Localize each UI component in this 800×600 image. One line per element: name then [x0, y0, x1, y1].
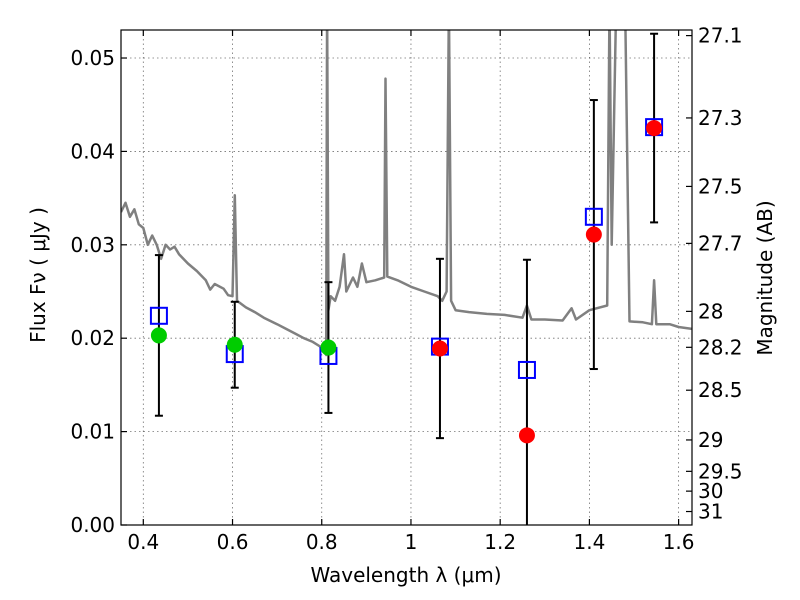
green-point [226, 336, 243, 353]
model-spectrum-line [121, 30, 692, 357]
x-tick-label: 0.6 [217, 530, 249, 554]
red-point [585, 226, 602, 243]
plot-area [121, 30, 692, 525]
green-point [150, 327, 167, 344]
y-tick-label: 0.04 [70, 139, 115, 163]
y2-axis-label: Magnitude (AB) [753, 200, 777, 355]
plot-frame [120, 29, 693, 526]
mag-tick-label: 27.1 [698, 24, 743, 48]
y-tick-label: 0.02 [70, 326, 115, 350]
y-tick-label: 0.00 [70, 513, 115, 537]
model-photometry-square [584, 207, 603, 226]
model-photometry-square [149, 306, 168, 325]
x-tick-label: 1.2 [484, 530, 516, 554]
x-tick-label: 0.4 [127, 530, 159, 554]
mag-tick-label: 28 [698, 299, 723, 323]
green-point [320, 339, 337, 356]
mag-tick-label: 27.3 [698, 106, 743, 130]
mag-tick-label: 28.5 [698, 378, 743, 402]
model-photometry-square [517, 360, 536, 379]
x-axis-label: Wavelength λ (μm) [310, 563, 501, 587]
y-tick-label: 0.03 [70, 233, 115, 257]
red-point [431, 340, 448, 357]
y-tick-label: 0.01 [70, 420, 115, 444]
mag-tick-label: 30 [698, 479, 723, 503]
mag-tick-label: 31 [698, 500, 723, 524]
mag-tick-label: 29.5 [698, 459, 743, 483]
y-axis-label: Flux Fν ( μJy ) [26, 207, 50, 343]
axes: 0.4 0.6 0.8 1 1.2 1.4 1.6 0.00 0.01 0.02 0.03 0.04 0… [70, 24, 742, 554]
red-point [646, 120, 663, 137]
mag-tick-label: 27.5 [698, 174, 743, 198]
red-point [518, 427, 535, 444]
x-tick-label: 1 [405, 530, 418, 554]
x-tick-label: 0.8 [306, 530, 338, 554]
x-tick-label: 1.6 [663, 530, 695, 554]
x-tick-label: 1.4 [573, 530, 605, 554]
mag-tick-label: 28.2 [698, 335, 743, 359]
mag-tick-label: 29 [698, 428, 723, 452]
mag-tick-label: 27.7 [698, 231, 743, 255]
y-tick-label: 0.05 [70, 46, 115, 70]
